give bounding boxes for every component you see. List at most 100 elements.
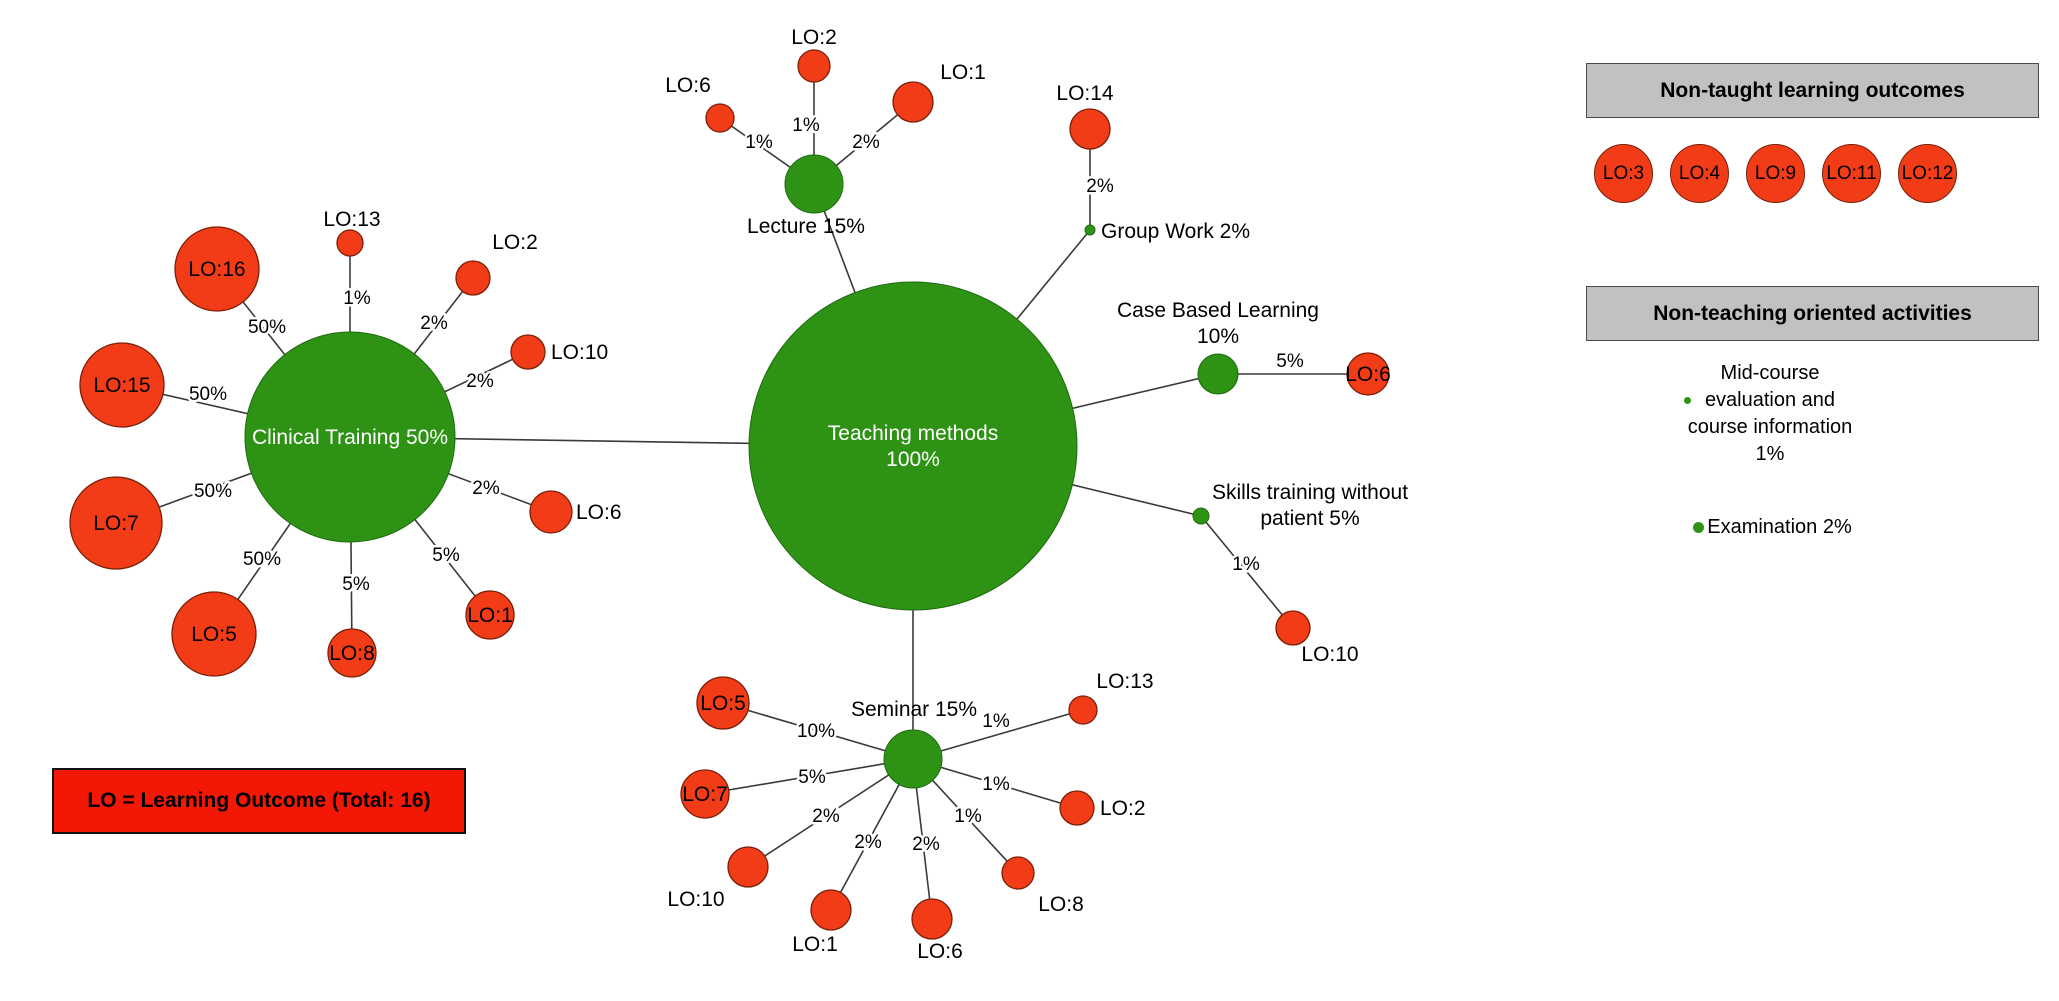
examination-label: Examination 2% bbox=[1707, 516, 1852, 538]
non-taught-outcomes-row: LO:3 LO:4 LO:9 LO:11 LO:12 bbox=[1594, 144, 1957, 203]
edge-label-seminar-s_lo10: 2% bbox=[812, 806, 840, 827]
edge-label-clinical-c_lo2: 2% bbox=[420, 313, 448, 334]
edge-label-clinical-c_lo16: 50% bbox=[248, 317, 286, 338]
label-l_lo1: LO:1 bbox=[940, 61, 986, 84]
edge-label-lecture-l_lo6: 1% bbox=[745, 132, 773, 153]
node-c_lo7 bbox=[69, 476, 163, 570]
examination-dot-icon bbox=[1693, 522, 1705, 533]
node-l_lo2 bbox=[797, 49, 831, 83]
edge-label-clinical-c_lo13: 1% bbox=[343, 288, 371, 309]
labels-layer: 2%5%1%50%1%2%2%50%50% 2%50%5%5%1%1%2%10% 1… bbox=[93, 26, 1408, 963]
label-groupwork: Group Work 2% bbox=[1101, 220, 1250, 243]
label-lecture: Lecture 15% bbox=[747, 215, 865, 238]
label-l_lo6: LO:6 bbox=[665, 74, 711, 97]
label-seminar: Seminar 15% bbox=[851, 698, 977, 721]
node-s_lo1 bbox=[810, 889, 852, 931]
label-sk_lo10: LO:10 bbox=[1301, 643, 1358, 666]
label-skills: Skills training without patient 5% bbox=[1212, 481, 1408, 530]
node-s_lo10 bbox=[727, 846, 769, 888]
edge-label-seminar-s_lo8: 1% bbox=[954, 806, 982, 827]
node-c_lo8 bbox=[327, 628, 377, 678]
node-l_lo1 bbox=[892, 81, 934, 123]
node-c_lo1 bbox=[465, 590, 515, 640]
edge-label-clinical-c_lo5: 50% bbox=[243, 549, 281, 570]
midcourse-line-4: 1% bbox=[1755, 443, 1785, 465]
label-clinical: Clinical Training 50% bbox=[252, 426, 448, 449]
label-s_lo13: LO:13 bbox=[1096, 670, 1153, 693]
label-lo14: LO:14 bbox=[1056, 82, 1114, 105]
node-groupwork bbox=[1084, 224, 1096, 236]
edge-seminar-s_lo7 bbox=[704, 758, 914, 795]
label-cbl_lo6: LO:6 bbox=[1345, 363, 1391, 386]
node-l_lo6 bbox=[705, 103, 735, 133]
label-c_lo13: LO:13 bbox=[323, 208, 380, 231]
label-s_lo5: LO:5 bbox=[700, 692, 746, 715]
edge-label-clinical-c_lo6: 2% bbox=[472, 478, 500, 499]
label-c_lo1: LO:1 bbox=[467, 604, 513, 627]
node-c_lo13 bbox=[336, 229, 364, 257]
label-s_lo1: LO:1 bbox=[792, 933, 838, 956]
label-s_lo8: LO:8 bbox=[1038, 893, 1084, 916]
node-c_lo10 bbox=[510, 334, 546, 370]
non-taught-outcome-LO-4: LO:4 bbox=[1670, 144, 1729, 203]
edge-label-clinical-c_lo15: 50% bbox=[189, 384, 227, 405]
node-lecture bbox=[784, 154, 844, 214]
node-c_lo2 bbox=[455, 260, 491, 296]
label-c_lo7: LO:7 bbox=[93, 512, 139, 535]
edge-label-cbl-cbl_lo6: 5% bbox=[1276, 351, 1304, 372]
node-c_lo6 bbox=[529, 490, 573, 534]
label-c_lo8: LO:8 bbox=[329, 642, 375, 665]
node-lo14 bbox=[1069, 108, 1111, 150]
node-s_lo2 bbox=[1059, 790, 1095, 826]
edge-label-lecture-l_lo2: 1% bbox=[792, 115, 820, 136]
label-c_lo5: LO:5 bbox=[191, 623, 237, 646]
node-seminar bbox=[883, 729, 943, 789]
label-s_lo6: LO:6 bbox=[917, 940, 963, 963]
label-teaching: Teaching methods 100% bbox=[828, 422, 998, 471]
label-c_lo15: LO:15 bbox=[93, 374, 150, 397]
midcourse-item: Mid-course evaluation and course informa… bbox=[1586, 360, 1954, 468]
label-l_lo2: LO:2 bbox=[791, 26, 837, 49]
node-cbl_lo6 bbox=[1346, 352, 1390, 396]
midcourse-dot-icon bbox=[1684, 397, 1691, 404]
node-s_lo6 bbox=[911, 898, 953, 940]
edge-label-seminar-s_lo13: 1% bbox=[982, 711, 1010, 732]
edge-label-groupwork-lo14: 2% bbox=[1086, 176, 1114, 197]
edge-label-clinical-c_lo7: 50% bbox=[194, 481, 232, 502]
edge-label-seminar-s_lo6: 2% bbox=[912, 834, 940, 855]
node-c_lo5 bbox=[171, 591, 257, 677]
edge-label-seminar-s_lo7: 5% bbox=[798, 767, 826, 788]
label-c_lo10: LO:10 bbox=[551, 341, 608, 364]
non-teaching-title: Non-teaching oriented activities bbox=[1653, 301, 1972, 325]
label-c_lo6: LO:6 bbox=[576, 501, 622, 524]
non-taught-title: Non-taught learning outcomes bbox=[1660, 78, 1965, 102]
nodes-layer bbox=[69, 49, 1390, 940]
non-taught-outcome-LO-11: LO:11 bbox=[1822, 144, 1881, 203]
midcourse-line-1: Mid-course bbox=[1720, 362, 1820, 384]
non-taught-outcome-LO-12: LO:12 bbox=[1898, 144, 1957, 203]
node-teaching bbox=[748, 281, 1078, 611]
label-s_lo7: LO:7 bbox=[682, 783, 728, 806]
node-c_lo15 bbox=[79, 342, 165, 428]
legend-box: LO = Learning Outcome (Total: 16) bbox=[52, 768, 466, 834]
node-c_lo16 bbox=[174, 226, 260, 312]
label-c_lo16: LO:16 bbox=[188, 258, 245, 281]
label-cbl: Case Based Learning 10% bbox=[1117, 299, 1319, 348]
node-cbl bbox=[1197, 353, 1239, 395]
edge-seminar-s_lo5 bbox=[722, 702, 914, 760]
midcourse-line-3: course information bbox=[1687, 416, 1853, 438]
midcourse-line-2: evaluation and bbox=[1704, 389, 1836, 411]
node-sk_lo10 bbox=[1275, 610, 1311, 646]
edge-label-skills-sk_lo10: 1% bbox=[1232, 554, 1260, 575]
edge-seminar-s_lo10 bbox=[747, 758, 914, 868]
examination-item: Examination 2% bbox=[1586, 516, 1959, 539]
edge-label-lecture-l_lo1: 2% bbox=[852, 132, 880, 153]
edge-label-seminar-s_lo2: 1% bbox=[982, 774, 1010, 795]
label-s_lo10: LO:10 bbox=[667, 888, 724, 911]
node-skills bbox=[1192, 507, 1210, 525]
edge-label-seminar-s_lo1: 2% bbox=[854, 832, 882, 853]
label-c_lo2: LO:2 bbox=[492, 231, 538, 254]
edge-label-clinical-c_lo1: 5% bbox=[432, 545, 460, 566]
